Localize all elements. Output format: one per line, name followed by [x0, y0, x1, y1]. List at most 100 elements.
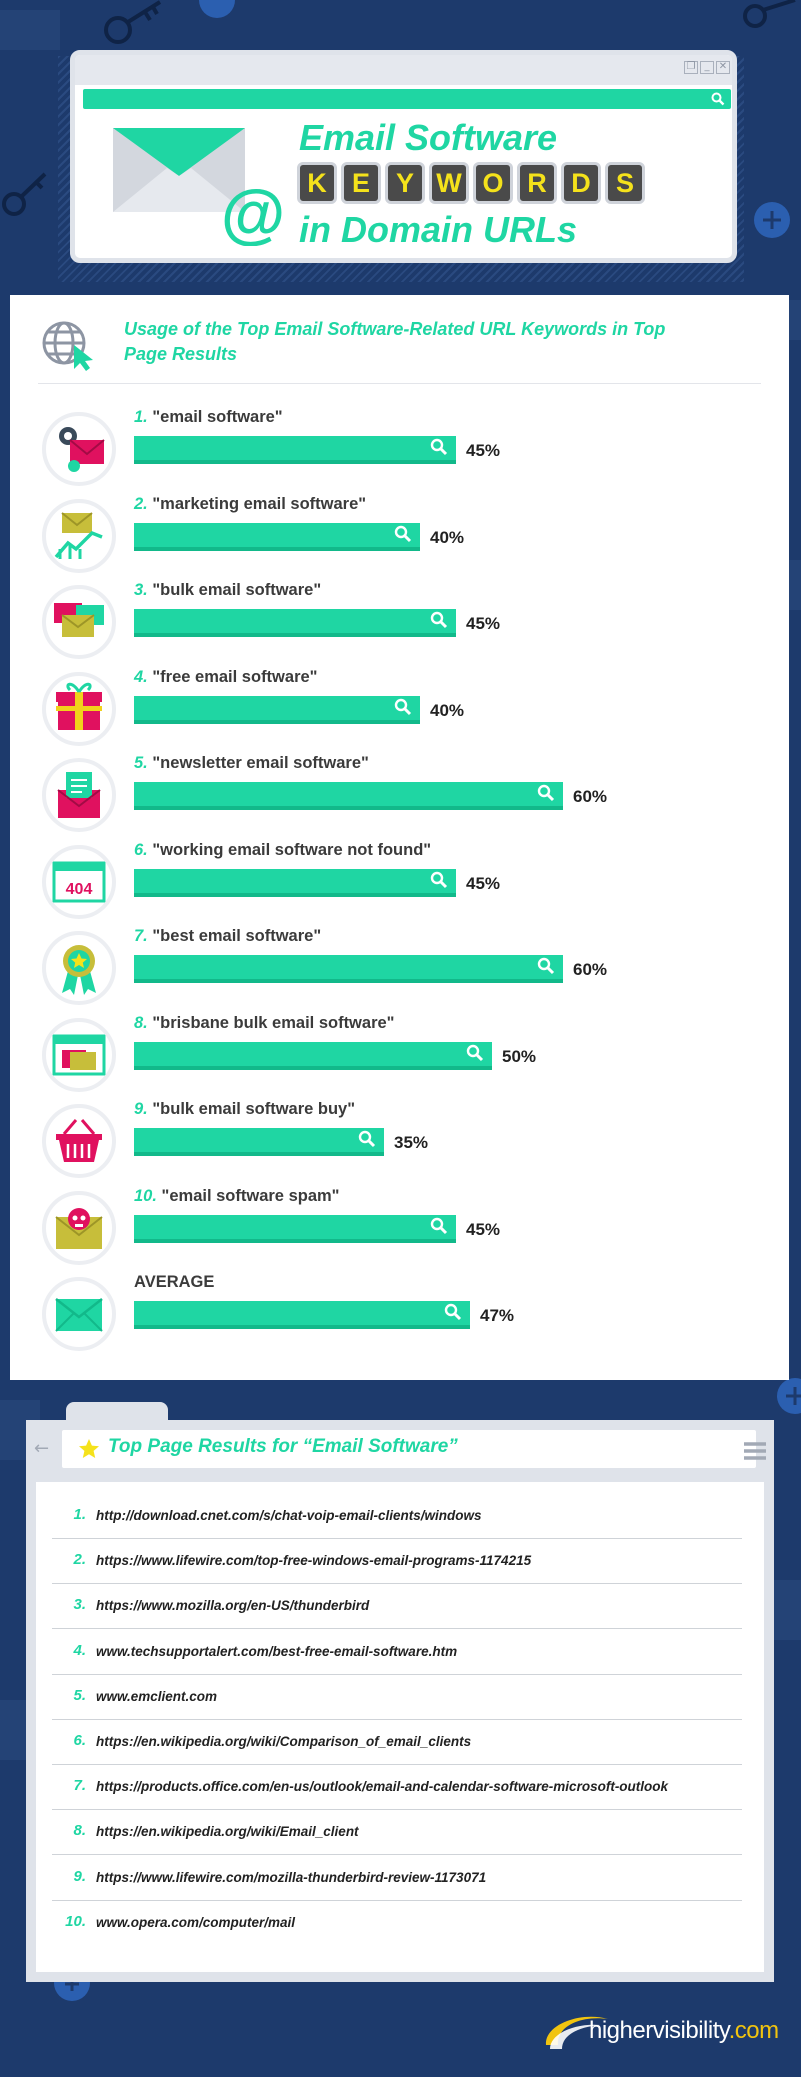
window-titlebar: ❐ _ ✕ — [75, 55, 732, 85]
newsletter-envelope-icon — [42, 758, 116, 832]
rank-number: 2. — [134, 494, 148, 513]
result-row: 3. https://www.mozilla.org/en-US/thunderb… — [52, 1584, 742, 1630]
keyword-text: "brisbane bulk email software" — [152, 1013, 395, 1032]
search-icon — [430, 611, 448, 629]
result-url-link[interactable]: www.techsupportalert.com/best-free-email… — [96, 1643, 458, 1659]
results-title: Top Page Results for “Email Software” — [108, 1436, 458, 1457]
keyword-tile: E — [341, 162, 381, 204]
result-rank: 10. — [65, 1912, 86, 1930]
gear-envelope-icon — [42, 412, 116, 486]
bar — [134, 522, 420, 551]
results-address-bar[interactable]: Top Page Results for “Email Software” — [62, 1430, 756, 1468]
close-window-icon[interactable]: ✕ — [716, 61, 730, 74]
value-label: 60% — [573, 960, 608, 979]
bar — [134, 1128, 384, 1156]
value-label: 45% — [466, 441, 501, 460]
keyword-tile: R — [517, 162, 557, 204]
bar — [134, 1214, 456, 1243]
hamburger-menu-icon[interactable] — [742, 1440, 768, 1462]
search-icon — [537, 957, 555, 975]
rank-number: 1. — [134, 408, 148, 426]
value-label: 47% — [480, 1306, 515, 1325]
bar — [134, 1041, 492, 1070]
bulk-envelopes-icon — [42, 585, 116, 659]
minimize-window-icon[interactable]: _ — [700, 61, 714, 74]
bar-label: 2. "marketing email software" — [134, 495, 366, 514]
result-row: 1. http://download.cnet.com/s/chat-voip-e… — [52, 1494, 742, 1539]
bar-label: 5. "newsletter email software" — [134, 754, 369, 773]
header-search-bar[interactable] — [83, 89, 731, 109]
bar-label: 8. "brisbane bulk email software" — [134, 1014, 395, 1033]
back-arrow-icon[interactable]: ← — [34, 1438, 50, 1459]
keyword-tile: O — [473, 162, 513, 204]
bar-label: 4. "free email software" — [134, 668, 318, 687]
keyword-usage-chart: Usage of the Top Email Software-Related … — [10, 295, 789, 1380]
bar-label: 7. "best email software" — [134, 927, 321, 946]
rank-number: 3. — [134, 581, 148, 599]
result-url-link[interactable]: https://en.wikipedia.org/wiki/Comparison… — [96, 1734, 472, 1749]
rank-number: 10. — [134, 1186, 157, 1205]
bar-row: 2. "marketing email software" 40% — [10, 487, 789, 573]
bar-label: 3. "bulk email software" — [134, 581, 321, 600]
rank-number: 4. — [134, 667, 148, 686]
result-url-link[interactable]: https://www.mozilla.org/en-US/thunderbir… — [96, 1598, 370, 1614]
result-rank: 4. — [73, 1641, 86, 1659]
logo-name: highervisibility — [589, 2017, 729, 2044]
keyword-text: "newsletter email software" — [152, 754, 369, 772]
result-rank: 2. — [73, 1551, 86, 1569]
result-rank: 6. — [73, 1732, 86, 1749]
keyword-text: AVERAGE — [134, 1273, 215, 1291]
header-title-line3: in Domain URLs — [299, 209, 578, 250]
keyword-text: "working email software not found" — [152, 840, 432, 859]
keyword-tile: D — [561, 162, 601, 204]
result-url-link[interactable]: www.opera.com/computer/mail — [96, 1914, 296, 1930]
value-label: 45% — [466, 614, 501, 633]
keyword-text: "marketing email software" — [152, 494, 367, 513]
globe-cursor-icon — [42, 321, 93, 371]
highervisibility-logo: highervisibility.com — [540, 2005, 780, 2055]
gift-box-icon — [42, 671, 116, 746]
search-icon — [430, 438, 448, 456]
keyword-text: "email software" — [152, 408, 283, 426]
keyword-text: "bulk email software buy" — [152, 1100, 356, 1118]
skull-envelope-icon — [42, 1190, 116, 1265]
restore-window-icon[interactable]: ❐ — [684, 61, 698, 74]
search-icon — [358, 1130, 376, 1148]
search-icon — [394, 698, 412, 715]
result-url-link[interactable]: https://www.lifewire.com/mozilla-thunder… — [96, 1869, 487, 1885]
keyword-text: "bulk email software" — [152, 581, 322, 599]
result-row: 8. https://en.wikipedia.org/wiki/Email_cl… — [52, 1810, 742, 1856]
keyword-tile: Y — [385, 162, 425, 204]
at-symbol: @ — [221, 176, 283, 246]
star-icon — [79, 1439, 99, 1458]
rank-number: 8. — [134, 1013, 148, 1032]
keyword-text: "email software spam" — [161, 1186, 340, 1205]
value-label: 40% — [430, 700, 465, 720]
bar-label: 9. "bulk email software buy" — [134, 1100, 355, 1119]
value-label: 45% — [466, 873, 501, 893]
result-rank: 8. — [73, 1822, 86, 1840]
keyword-tile: K — [297, 162, 337, 204]
result-rank: 5. — [73, 1686, 86, 1704]
result-row: 6. https://en.wikipedia.org/wiki/Comparis… — [52, 1720, 742, 1765]
result-row: 10. www.opera.com/computer/mail — [52, 1901, 742, 1946]
error-404-icon: 404 — [42, 844, 116, 919]
bar — [134, 782, 563, 810]
search-icon — [444, 1303, 462, 1321]
result-url-link[interactable]: www.emclient.com — [96, 1688, 218, 1704]
search-icon[interactable] — [711, 92, 725, 106]
result-url-link[interactable]: https://products.office.com/en-us/outloo… — [96, 1779, 669, 1795]
rank-number: 7. — [134, 927, 148, 945]
search-icon — [430, 871, 448, 888]
bar-row: 8. "brisbane bulk email software" 50% — [10, 1006, 789, 1092]
result-url-link[interactable]: https://www.lifewire.com/top-free-window… — [96, 1553, 532, 1569]
keyword-tile: W — [429, 162, 469, 204]
result-url-link[interactable]: http://download.cnet.com/s/chat-voip-ema… — [96, 1508, 482, 1523]
rank-number: 6. — [134, 840, 148, 859]
background-plus-icon — [777, 1378, 801, 1414]
bar-label: 10. "email software spam" — [134, 1187, 340, 1206]
keyword-tiles: K E Y W O R D S — [297, 162, 645, 204]
search-icon — [466, 1044, 484, 1061]
result-url-link[interactable]: https://en.wikipedia.org/wiki/Email_clie… — [96, 1824, 359, 1840]
search-icon — [430, 1217, 448, 1234]
